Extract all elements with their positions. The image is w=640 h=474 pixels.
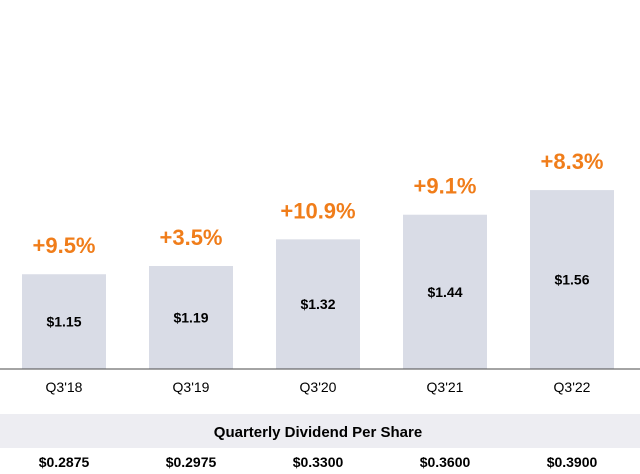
dividend-value-4: $0.3600 bbox=[420, 454, 471, 470]
x-tick-1: Q3'18 bbox=[46, 379, 83, 395]
x-tick-2: Q3'19 bbox=[173, 379, 210, 395]
bars-group: $1.15 +9.5% $1.19 +3.5% $1.32 +10.9% $1.44 +9.1… bbox=[22, 149, 614, 369]
x-tick-3: Q3'20 bbox=[300, 379, 337, 395]
bar-4 bbox=[403, 214, 487, 369]
growth-label-2: +3.5% bbox=[160, 225, 223, 250]
growth-label-3: +10.9% bbox=[280, 198, 355, 223]
bar-3 bbox=[276, 239, 360, 369]
bar-value-label-5: $1.56 bbox=[554, 272, 589, 288]
dividend-value-5: $0.3900 bbox=[547, 454, 598, 470]
dividend-value-1: $0.2875 bbox=[39, 454, 90, 470]
x-tick-labels: Q3'18 Q3'19 Q3'20 Q3'21 Q3'22 bbox=[46, 379, 591, 395]
growth-label-1: +9.5% bbox=[33, 233, 96, 258]
x-tick-5: Q3'22 bbox=[554, 379, 591, 395]
growth-label-4: +9.1% bbox=[414, 174, 477, 199]
bar-value-label-1: $1.15 bbox=[46, 314, 81, 330]
bar-1 bbox=[22, 274, 106, 369]
dividend-table-title: Quarterly Dividend Per Share bbox=[214, 424, 422, 441]
dividend-value-2: $0.2975 bbox=[166, 454, 217, 470]
bar-value-label-3: $1.32 bbox=[300, 296, 335, 312]
dividend-values: $0.2875 $0.2975 $0.3300 $0.3600 $0.3900 bbox=[39, 454, 598, 470]
bar-value-label-2: $1.19 bbox=[173, 310, 208, 326]
x-tick-4: Q3'21 bbox=[427, 379, 464, 395]
growth-label-5: +8.3% bbox=[541, 149, 604, 174]
dividend-table-band bbox=[0, 414, 640, 448]
dividend-value-3: $0.3300 bbox=[293, 454, 344, 470]
bar-2 bbox=[149, 266, 233, 369]
bar-5 bbox=[530, 190, 614, 369]
bar-value-label-4: $1.44 bbox=[427, 284, 462, 300]
